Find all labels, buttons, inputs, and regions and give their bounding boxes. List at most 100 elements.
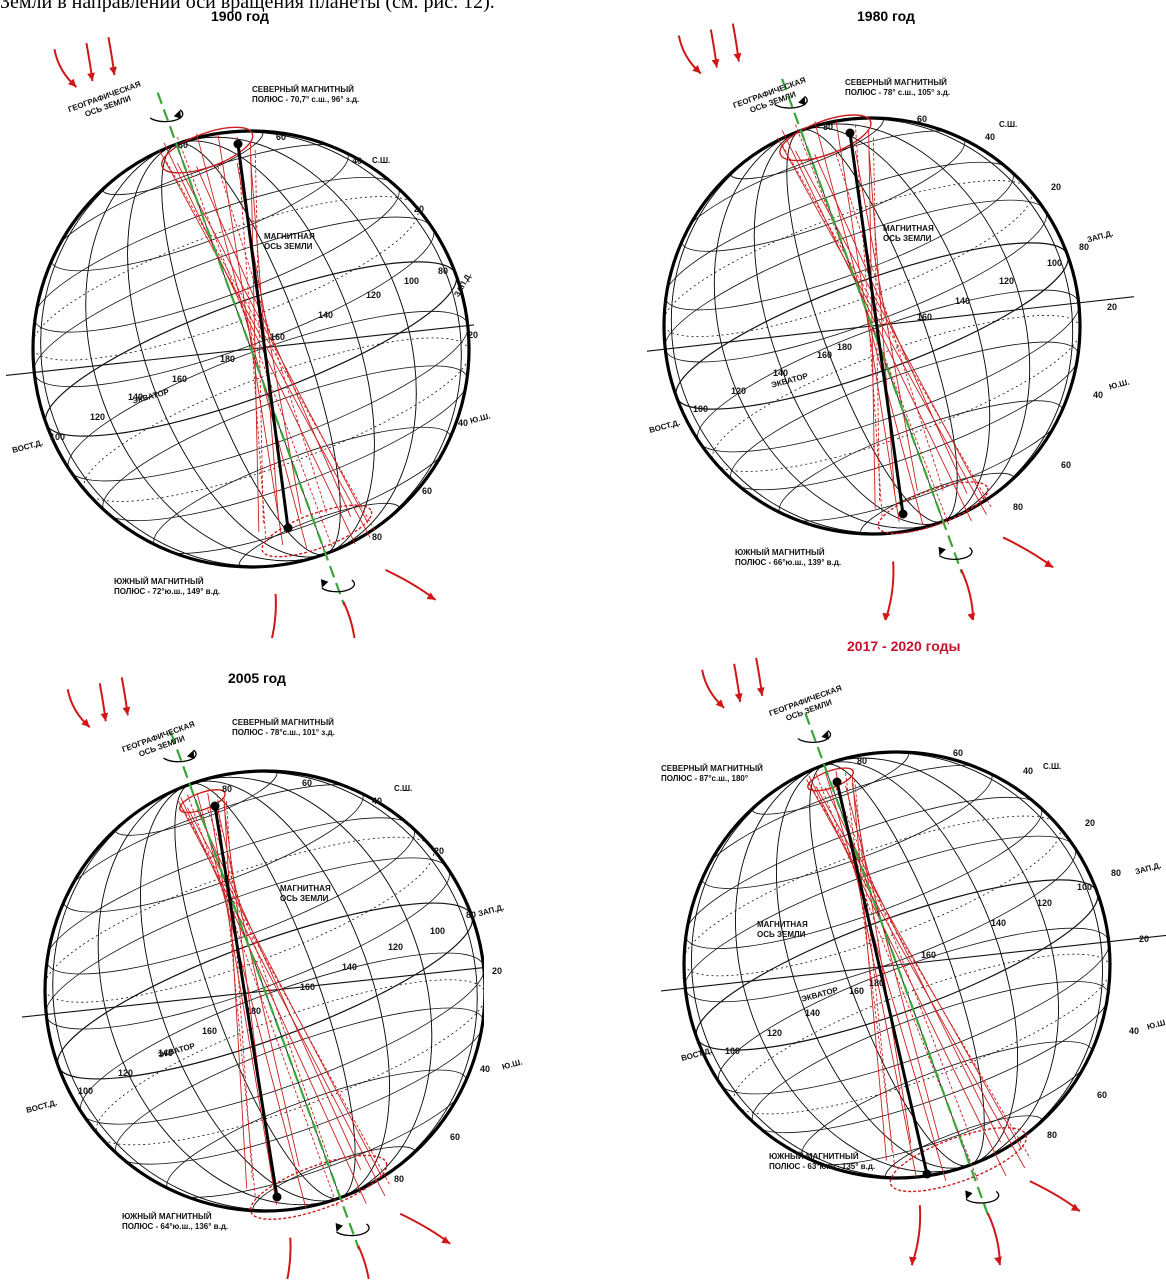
- cone-generator-line: [795, 150, 985, 500]
- lat-tick-label: 20: [1051, 182, 1062, 192]
- arrow-head: [1070, 1203, 1080, 1212]
- lon-tick-label: 80: [1111, 868, 1122, 878]
- globe-diagram-2005: [22, 677, 484, 1279]
- north-magnetic-pole-dot: [845, 128, 855, 138]
- cone-generator-line: [180, 804, 391, 1187]
- arrow-head: [965, 1190, 973, 1200]
- lat-tick-label: 20: [1085, 818, 1096, 828]
- lon-tick-label: 160: [172, 374, 188, 384]
- magnetic-axis-label: МАГНИТНАЯ ОСЬ ЗЕМЛИ: [264, 232, 315, 251]
- magnetic-axis-label: МАГНИТНАЯ ОСЬ ЗЕМЛИ: [883, 224, 934, 243]
- lon-tick-label: 100: [725, 1046, 741, 1056]
- outgoing-flow-arrow: [385, 568, 437, 601]
- lon-tick-label: 140: [955, 296, 971, 306]
- cone-generator-line: [854, 779, 893, 1152]
- globe-outline: [43, 769, 484, 1213]
- north-magnetic-pole-label: СЕВЕРНЫЙ МАГНИТНЫЙ ПОЛЮС - 70,7° с.ш., 96…: [252, 85, 360, 104]
- arrow-head: [909, 1256, 917, 1266]
- magnetic-axis-label: МАГНИТНАЯ ОСЬ ЗЕМЛИ: [757, 920, 808, 939]
- arrow-head: [821, 730, 829, 740]
- globe-outline: [682, 750, 1112, 1180]
- lon-tick-label: 100: [430, 926, 446, 936]
- arrow-head: [173, 109, 182, 119]
- cone-generator-line: [217, 166, 328, 514]
- north-magnetic-pole-label: СЕВЕРНЫЙ МАГНИТНЫЙ ПОЛЮС - 78°с.ш., 101° …: [232, 718, 335, 737]
- lon-tick-label: 160: [921, 950, 937, 960]
- cone-generator-line: [163, 142, 356, 545]
- arrow-head: [335, 1222, 343, 1232]
- outgoing-flow-arrow: [399, 1212, 451, 1245]
- cone-generator-line: [196, 133, 308, 549]
- magnetic-axis-cone: [177, 789, 391, 1220]
- cone-generator-line: [815, 785, 1023, 1150]
- lat-tick-label: 80: [372, 532, 383, 542]
- north-lat-label: С.Ш.: [372, 156, 391, 165]
- cone-generator-line: [781, 144, 992, 508]
- outgoing-flow-arrow: [910, 1205, 922, 1266]
- lat-tick-label: 60: [302, 778, 313, 788]
- rotation-arrow-bottom: [321, 579, 356, 593]
- cone-generator-line: [196, 792, 307, 1209]
- cone-generator-line: [250, 142, 260, 532]
- lon-tick-label: 140: [991, 918, 1007, 928]
- lon-tick-label: 160: [202, 1026, 218, 1036]
- geographic-axis-line: [169, 732, 361, 1250]
- lat-tick-label: 60: [1061, 460, 1072, 470]
- cone-generator-line: [223, 797, 248, 1189]
- lon-tick-label: 100: [404, 276, 420, 286]
- cone-top-ring: [161, 126, 254, 174]
- lon-tick-label: 120: [90, 412, 106, 422]
- arrow-head: [81, 718, 90, 728]
- cone-generator-line: [207, 792, 277, 1205]
- cone-bottom-ring: [889, 1126, 1028, 1193]
- rotation-arrow-bottom: [336, 1223, 370, 1237]
- cone-generator-line: [186, 794, 339, 1209]
- arrow-head: [426, 592, 436, 600]
- panel-2017-2020: 2017 - 2020 годы СЕВЕРНЫЙ МАГНИТНЫЙ ПОЛЮС…: [661, 638, 1166, 1283]
- lat-tick-label: 80: [394, 1174, 405, 1184]
- south-magnetic-pole-label: ЮЖНЫЙ МАГНИТНЫЙ ПОЛЮС - 64°ю.ш., 136° в.д…: [122, 1212, 229, 1231]
- cone-generator-line: [187, 807, 383, 1178]
- cone-generator-line: [180, 797, 367, 1204]
- south-magnetic-pole-dot: [898, 509, 908, 519]
- lat-tick-label: 20: [414, 204, 425, 214]
- lon-tick-label: 80: [438, 266, 449, 276]
- cone-top-ring: [779, 114, 872, 162]
- lon-tick-label: 160: [917, 312, 933, 322]
- lon-tick-label: 160: [270, 332, 286, 342]
- south-magnetic-pole-dot: [272, 1192, 282, 1202]
- lat-tick-label: 40: [1093, 390, 1104, 400]
- cone-generator-line: [814, 153, 968, 494]
- lon-tick-label: 180: [246, 1006, 262, 1016]
- lat-tick-label: 40: [480, 1064, 491, 1074]
- rotation-arrow-bottom: [939, 547, 973, 560]
- magnetic-axis-line: [213, 805, 279, 1198]
- rotation-arrow-top: [149, 109, 184, 123]
- lon-tick-label: 120: [731, 386, 747, 396]
- rotation-arrow-top: [797, 730, 832, 743]
- lat-tick-label: 80: [857, 756, 868, 766]
- arrow-head: [187, 750, 195, 760]
- lat-tick-label: 60: [953, 748, 964, 758]
- lon-tick-label: 140: [342, 962, 358, 972]
- lon-tick-label: 120: [999, 276, 1015, 286]
- lon-tick-label: 100: [1047, 258, 1063, 268]
- outgoing-flow-arrow: [1002, 536, 1054, 569]
- outgoing-flow-arrow: [270, 593, 277, 638]
- page-caption: Земли в направлении оси вращения планеты…: [0, 0, 495, 13]
- cone-generator-line: [217, 133, 284, 546]
- north-magnetic-pole-dot: [210, 801, 220, 811]
- equator-extension: [661, 934, 1166, 992]
- outgoing-flow-arrow: [884, 561, 895, 620]
- cone-generator-line: [808, 782, 1031, 1159]
- lon-tick-label: 120: [366, 290, 382, 300]
- magnetic-axis-cone: [158, 126, 376, 558]
- magnetic-axis-line: [835, 781, 929, 1175]
- lat-tick-label: 40: [458, 418, 469, 428]
- cone-generator-line: [845, 785, 940, 1139]
- panel-2005: 2005 год СЕВЕРНЫЙ МАГНИТНЫЙ ПОЛЮС - 78°с.…: [22, 662, 523, 1279]
- lon-tick-label: 120: [767, 1028, 783, 1038]
- arrow-head: [938, 546, 946, 556]
- cone-generator-line: [824, 771, 947, 1181]
- cone-generator-line: [814, 121, 924, 525]
